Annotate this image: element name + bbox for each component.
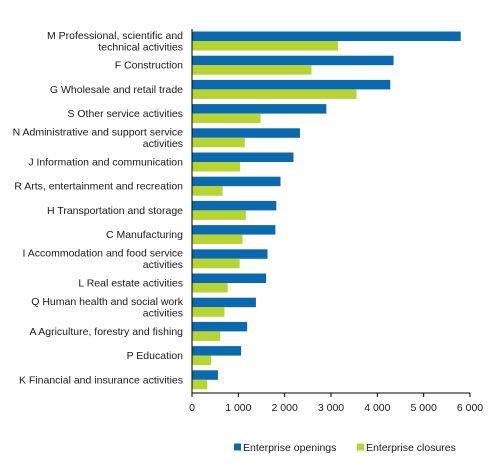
- category-label-9: I Accommodation and food service activiti…: [22, 248, 183, 272]
- category-label-line: I Accommodation and food service: [22, 248, 183, 260]
- bar-closures-1: [192, 65, 312, 75]
- legend-swatch-1: [357, 443, 364, 451]
- bar-openings-10: [192, 273, 267, 283]
- bar-openings-11: [192, 297, 256, 308]
- category-label-3: S Other service activities: [67, 108, 183, 120]
- bar-closures-13: [192, 355, 211, 366]
- bar-closures-2: [192, 89, 357, 99]
- bar-closures-11: [192, 307, 225, 317]
- legend: Enterprise openings Enterprise closures: [234, 442, 456, 454]
- x-tick-label-1: 1 000: [225, 402, 251, 414]
- bar-closures-14: [192, 379, 208, 390]
- category-label-10: L Real estate activities: [78, 278, 183, 290]
- category-label-line: N Administrative and support service: [13, 127, 184, 139]
- bar-openings-8: [192, 225, 276, 235]
- bar-openings-13: [192, 346, 242, 356]
- x-tick-label-4: 4 000: [364, 402, 390, 414]
- bar-openings-5: [192, 152, 294, 162]
- bar-closures-8: [192, 234, 243, 245]
- category-label-6: R Arts, entertainment and recreation: [14, 181, 183, 193]
- category-label-12: A Agriculture, forestry and fishing: [30, 326, 184, 338]
- category-label-4: N Administrative and support service acti…: [13, 127, 184, 151]
- x-tick-label-0: 0: [189, 402, 195, 414]
- category-label-7: H Transportation and storage: [47, 205, 183, 217]
- category-label-line: K Financial and insurance activities: [19, 374, 183, 386]
- legend-label-1: Enterprise closures: [366, 442, 456, 454]
- bar-openings-3: [192, 104, 327, 114]
- bar-closures-12: [192, 331, 221, 341]
- bar-closures-7: [192, 210, 246, 220]
- category-label-line: technical activities: [98, 41, 183, 53]
- bar-closures-5: [192, 162, 241, 172]
- bar-openings-1: [192, 55, 394, 66]
- category-label-8: C Manufacturing: [106, 229, 183, 241]
- bars-layer: [192, 31, 461, 390]
- category-label-line: P Education: [127, 350, 184, 362]
- x-tick-label-2: 2 000: [272, 402, 298, 414]
- x-tick-label-5: 5 000: [411, 402, 437, 414]
- legend-label-0: Enterprise openings: [243, 442, 336, 454]
- category-label-11: Q Human health and social work activities: [31, 296, 183, 320]
- bar-closures-3: [192, 113, 261, 124]
- x-axis: 0 1 000 2 000 3 000 4 000 5 000 6 000: [189, 29, 483, 414]
- bar-openings-4: [192, 128, 300, 138]
- category-label-1: F Construction: [115, 60, 183, 72]
- category-label-line: Q Human health and social work: [31, 296, 183, 308]
- bar-openings-7: [192, 200, 277, 211]
- bar-closures-0: [192, 41, 338, 51]
- bar-openings-0: [192, 31, 461, 41]
- category-label-line: C Manufacturing: [106, 229, 183, 241]
- bar-openings-6: [192, 176, 281, 187]
- category-label-2: G Wholesale and retail trade: [50, 84, 183, 96]
- bar-openings-14: [192, 370, 218, 380]
- category-label-line: activities: [143, 259, 183, 271]
- category-label-line: activities: [143, 307, 183, 319]
- category-label-line: L Real estate activities: [78, 278, 183, 290]
- x-tick-label-3: 3 000: [318, 402, 344, 414]
- category-label-line: J Information and communication: [28, 157, 183, 169]
- category-label-line: S Other service activities: [67, 108, 183, 120]
- bar-closures-4: [192, 137, 245, 148]
- bar-closures-10: [192, 283, 228, 293]
- bar-closures-9: [192, 258, 240, 269]
- category-labels: M Professional, scientific and technical …: [13, 30, 184, 387]
- bar-openings-9: [192, 249, 268, 259]
- category-label-5: J Information and communication: [28, 157, 183, 169]
- category-label-line: G Wholesale and retail trade: [50, 84, 183, 96]
- category-label-13: P Education: [127, 350, 184, 362]
- legend-swatch-0: [234, 443, 241, 451]
- category-label-line: A Agriculture, forestry and fishing: [30, 326, 184, 338]
- category-label-line: R Arts, entertainment and recreation: [14, 181, 183, 193]
- category-label-line: M Professional, scientific and: [47, 30, 183, 42]
- bar-openings-12: [192, 321, 248, 332]
- category-label-14: K Financial and insurance activities: [19, 374, 183, 386]
- category-label-0: M Professional, scientific and technical …: [47, 30, 183, 54]
- x-tick-label-6: 6 000: [457, 402, 483, 414]
- category-label-line: F Construction: [115, 60, 183, 72]
- category-label-line: activities: [143, 138, 183, 150]
- bar-openings-2: [192, 79, 391, 90]
- bar-closures-6: [192, 186, 223, 196]
- category-label-line: H Transportation and storage: [47, 205, 183, 217]
